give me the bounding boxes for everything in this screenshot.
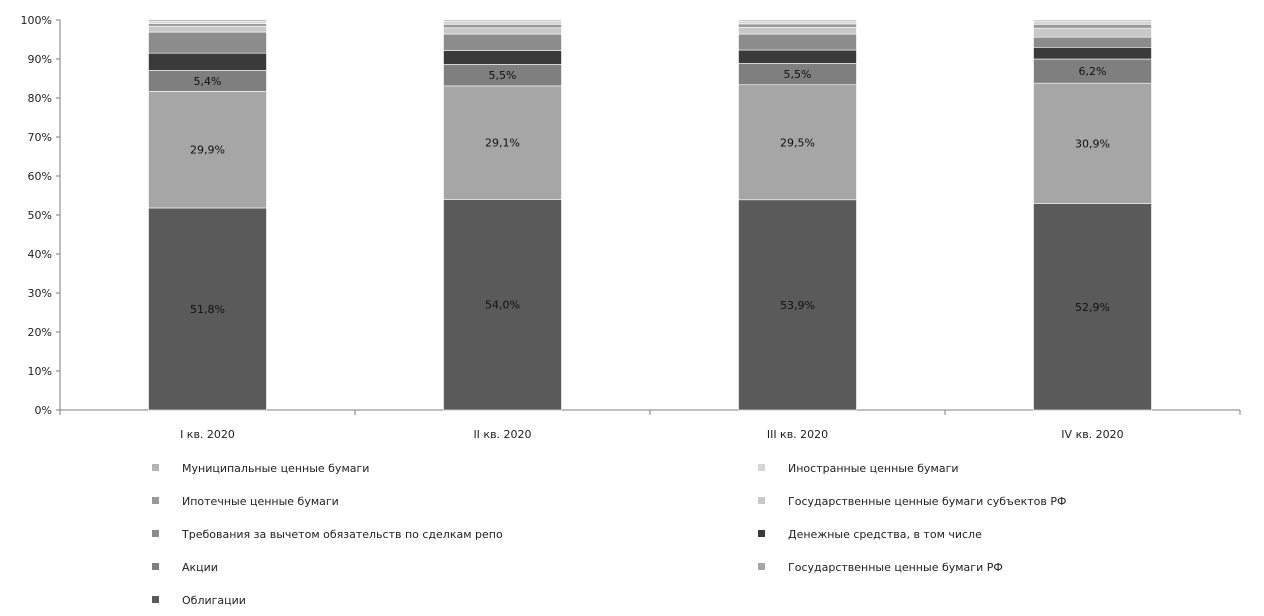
y-tick-label: 20%	[28, 326, 52, 339]
legend-label: Денежные средства, в том числе	[788, 528, 982, 541]
legend-swatch	[758, 563, 765, 570]
bars	[148, 19, 1152, 411]
bar-segment	[738, 23, 857, 28]
bar-segment	[148, 207, 267, 411]
legend-swatch	[152, 596, 159, 603]
x-category-label: IV кв. 2020	[1061, 428, 1123, 441]
legend-swatch	[152, 563, 159, 570]
y-tick-label: 30%	[28, 287, 52, 300]
legend-swatch	[758, 530, 765, 537]
bar-segment	[443, 21, 562, 25]
y-tick-label: 0%	[35, 404, 52, 417]
data-labels: 51,8% 29,9% 5,4% 54,0% 29,1% 5,5% 53,9% 29,5% 5,…	[190, 65, 1110, 316]
data-label: 29,5%	[780, 136, 815, 149]
legend: Муниципальные ценные бумаги Иностранные ц…	[152, 462, 1066, 607]
legend-label: Государственные ценные бумаги субъектов …	[788, 495, 1066, 508]
legend-label: Муниципальные ценные бумаги	[182, 462, 369, 475]
legend-label: Требования за вычетом обязательств по сд…	[181, 528, 503, 541]
bar-segment	[738, 21, 857, 25]
y-tick-label: 80%	[28, 92, 52, 105]
bar-segment	[443, 23, 562, 29]
bar-segment	[738, 27, 857, 35]
y-tick-label: 70%	[28, 131, 52, 144]
bar-segment	[738, 33, 857, 51]
bar-segment	[738, 49, 857, 64]
data-label: 52,9%	[1075, 301, 1110, 314]
x-category-label: I кв. 2020	[180, 428, 235, 441]
bar-segment	[148, 25, 267, 33]
legend-swatch	[152, 530, 159, 537]
bar-segment	[1033, 58, 1152, 84]
y-tick-label: 50%	[28, 209, 52, 222]
data-label: 54,0%	[485, 299, 520, 312]
y-axis: 0% 10% 20% 30% 40% 50% 60% 70% 80% 90% 100%	[21, 14, 61, 417]
bar-segment	[443, 33, 562, 51]
bar-segment	[443, 199, 562, 411]
bar-segment	[1033, 82, 1152, 204]
y-tick-label: 10%	[28, 365, 52, 378]
bar-segment	[1033, 27, 1152, 38]
bar-segment	[148, 91, 267, 209]
bar-segment	[148, 52, 267, 71]
legend-label: Государственные ценные бумаги РФ	[788, 561, 1003, 574]
data-label: 5,5%	[784, 68, 812, 81]
data-label: 5,5%	[489, 69, 517, 82]
bar-segment	[443, 27, 562, 35]
bar-segment	[1033, 203, 1152, 411]
bar-segment	[1033, 36, 1152, 48]
x-axis: I кв. 2020 II кв. 2020 III кв. 2020 IV кв. …	[59, 409, 1241, 441]
bar-segment	[443, 19, 562, 22]
bar-segment	[738, 19, 857, 22]
data-label: 53,9%	[780, 299, 815, 312]
bar-segment	[148, 19, 267, 22]
bar-segment	[443, 50, 562, 65]
x-category-label: II кв. 2020	[473, 428, 531, 441]
bar-segment	[1033, 23, 1152, 29]
bar-segment	[148, 20, 267, 24]
legend-label: Ипотечные ценные бумаги	[182, 495, 339, 508]
data-label: 51,8%	[190, 303, 225, 316]
y-tick-label: 60%	[28, 170, 52, 183]
y-tick-label: 90%	[28, 53, 52, 66]
data-label: 29,9%	[190, 144, 225, 157]
legend-swatch	[758, 464, 765, 471]
bar-segment	[148, 23, 267, 27]
legend-swatch	[152, 464, 159, 471]
data-label: 29,1%	[485, 137, 520, 150]
y-tick-label: 40%	[28, 248, 52, 261]
data-label: 30,9%	[1075, 137, 1110, 150]
data-label: 5,4%	[194, 75, 222, 88]
legend-swatch	[152, 497, 159, 504]
bar-segment	[1033, 21, 1152, 25]
y-tick-label: 100%	[21, 14, 52, 27]
bar-segment	[1033, 46, 1152, 60]
bar-segment	[738, 84, 857, 201]
legend-label: Облигации	[182, 594, 246, 607]
bar-segment	[148, 31, 267, 54]
bar-segment	[1033, 19, 1152, 22]
legend-label: Акции	[182, 561, 218, 574]
legend-label: Иностранные ценные бумаги	[788, 462, 959, 475]
legend-swatch	[758, 497, 765, 504]
x-category-label: III кв. 2020	[767, 428, 828, 441]
bar-segment	[738, 199, 857, 411]
data-label: 6,2%	[1079, 65, 1107, 78]
